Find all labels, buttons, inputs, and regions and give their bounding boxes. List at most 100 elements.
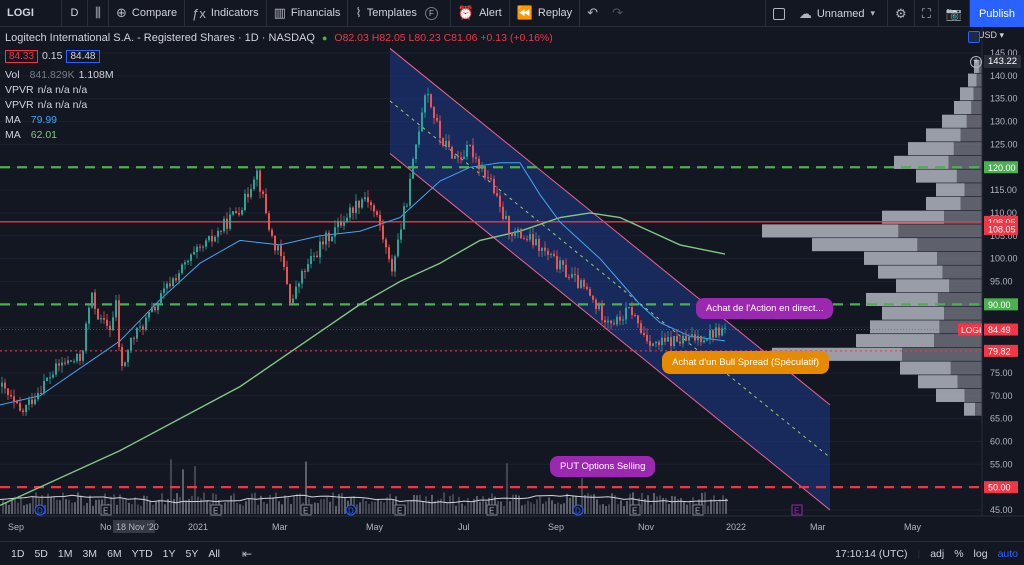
volume-bar <box>245 501 247 514</box>
volume-bar <box>659 495 661 514</box>
candle-body <box>328 232 330 242</box>
candle-body <box>433 107 435 118</box>
vpvr-value: n/a n/a n/a <box>37 84 88 96</box>
volume-bar <box>80 495 82 514</box>
alert-button[interactable]: ⏰ Alert <box>451 0 510 27</box>
volume-bar <box>596 499 598 514</box>
add-alert-icon[interactable]: + <box>970 56 982 68</box>
fullscreen-button[interactable]: ⛶ <box>915 0 939 27</box>
interval-button[interactable]: D <box>62 0 88 27</box>
log-toggle[interactable]: log <box>973 548 988 560</box>
layout-name-button[interactable]: ☁ Unnamed ▾ <box>792 0 889 27</box>
currency-selector[interactable]: USD ▾ <box>978 30 1005 40</box>
percent-toggle[interactable]: % <box>954 548 964 560</box>
symbol-search[interactable]: LOGI <box>0 0 62 27</box>
price-level-label: 50.00 <box>988 483 1011 493</box>
candle-body <box>703 340 705 343</box>
volume-bar <box>269 494 271 514</box>
annotation-bull-spread[interactable]: Achat d'un Bull Spread (Spéculatif) <box>662 351 830 374</box>
price-level-label-bg <box>984 481 1018 494</box>
candle-body <box>97 308 99 320</box>
price-tick-label: 130.00 <box>990 117 1018 127</box>
price-level-label: 108.05 <box>988 217 1016 227</box>
candle-body <box>109 325 111 331</box>
time-tick-label: Jul <box>458 522 470 532</box>
candle-body <box>118 300 120 347</box>
candle-body <box>148 311 150 318</box>
layout-toggle-button[interactable] <box>764 0 792 27</box>
candle-body <box>568 277 570 279</box>
volume-profile-row <box>926 128 961 142</box>
candle-body <box>466 144 468 157</box>
range-1m-button[interactable]: 1M <box>57 547 73 560</box>
volume-bar <box>323 499 325 514</box>
candle-body <box>94 292 96 309</box>
annotation-buy-stock[interactable]: Achat de l'Action en direct... <box>696 298 834 319</box>
annotation-put-selling[interactable]: PUT Options Selling <box>550 456 656 477</box>
compare-button[interactable]: ⊕ Compare <box>109 0 186 27</box>
candle-body <box>370 202 372 206</box>
volume-bar <box>143 495 145 514</box>
templates-button[interactable]: ⌇ Templates F <box>348 0 451 27</box>
financials-button[interactable]: ▥ Financials <box>267 0 349 27</box>
volume-bar <box>602 504 604 514</box>
volume-bar <box>668 504 670 514</box>
range-1y-button[interactable]: 1Y <box>162 547 176 560</box>
vol-value-ma: 841.829K <box>29 69 75 81</box>
range-5y-button[interactable]: 5Y <box>185 547 199 560</box>
candle-body <box>40 392 42 394</box>
top-toolbar: LOGI D ⫼ ⊕ Compare ƒx Indicators ▥ Financia… <box>0 0 1024 27</box>
volume-bar <box>560 504 562 514</box>
redo-button[interactable]: ↷ <box>605 0 630 27</box>
volume-profile-row <box>978 59 982 73</box>
volume-bar <box>266 503 268 514</box>
adj-toggle[interactable]: adj <box>930 548 945 560</box>
volume-bar <box>587 493 589 514</box>
candle-body <box>115 300 117 318</box>
settings-button[interactable]: ⚙ <box>888 0 915 27</box>
auto-scale-icon[interactable] <box>968 31 980 43</box>
snapshot-button[interactable]: 📷 <box>939 0 970 27</box>
ask-price[interactable]: 84.48 <box>66 50 100 63</box>
candle-body <box>550 253 552 255</box>
indicators-label: Indicators <box>210 7 259 19</box>
volume-bar <box>344 497 346 514</box>
chart-type-button[interactable]: ⫼ <box>88 0 109 27</box>
candle-body <box>52 374 54 378</box>
range-5d-button[interactable]: 5D <box>34 547 48 560</box>
volume-bar <box>704 492 706 514</box>
candle-body <box>139 326 141 328</box>
volume-bar <box>65 499 67 514</box>
candle-body <box>385 239 387 248</box>
price-level-label-bg <box>984 161 1018 174</box>
range-1d-button[interactable]: 1D <box>11 547 25 560</box>
volume-bar <box>227 501 229 514</box>
publish-button[interactable]: Publish <box>970 0 1024 27</box>
volume-profile-row <box>937 292 982 307</box>
range-all-button[interactable]: All <box>208 547 221 560</box>
volume-profile-row <box>882 210 944 224</box>
volume-bar <box>647 495 649 514</box>
range-3m-button[interactable]: 3M <box>82 547 98 560</box>
bid-price[interactable]: 84.33 <box>5 50 39 63</box>
volume-bar <box>500 501 502 514</box>
indicators-button[interactable]: ƒx Indicators <box>185 0 267 27</box>
volume-bar <box>287 497 289 514</box>
range-6m-button[interactable]: 6M <box>107 547 122 560</box>
candle-body <box>13 396 15 402</box>
ma-fast-line <box>0 162 726 406</box>
price-chart[interactable]: 145.00 140.00 135.00 130.00 125.00 120.00 115.… <box>0 27 1024 541</box>
volume-bar <box>206 500 208 514</box>
undo-button[interactable]: ↶ <box>580 0 605 27</box>
redo-icon: ↷ <box>612 5 623 20</box>
replay-button[interactable]: ⏪ Replay <box>510 0 581 27</box>
range-ytd-button[interactable]: YTD <box>131 547 153 560</box>
volume-profile-row <box>882 306 944 320</box>
volume-bar <box>569 497 571 514</box>
auto-toggle[interactable]: auto <box>997 548 1018 560</box>
goto-date-icon[interactable]: ⇤ <box>242 546 253 561</box>
volume-profile-row <box>944 306 982 320</box>
candle-body <box>340 220 342 226</box>
volume-bar <box>482 496 484 514</box>
volume-bar <box>356 504 358 514</box>
